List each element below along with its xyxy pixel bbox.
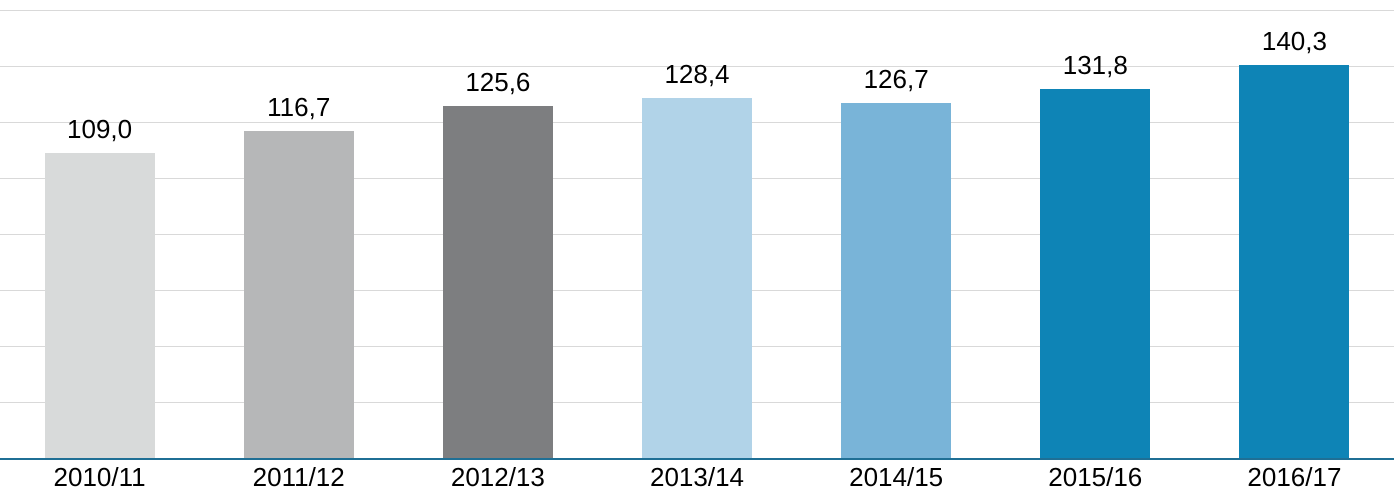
bar-value-label: 131,8 <box>1063 50 1128 81</box>
bar <box>1040 89 1150 458</box>
bar-slot: 126,7 <box>797 64 996 458</box>
bar-value-label: 109,0 <box>67 114 132 145</box>
bar <box>443 106 553 458</box>
x-axis-label: 2012/13 <box>398 462 597 493</box>
bar-slot: 109,0 <box>0 114 199 458</box>
bar-slot: 140,3 <box>1195 26 1394 458</box>
bar <box>45 153 155 458</box>
bar-value-label: 116,7 <box>267 92 330 123</box>
bar <box>841 103 951 458</box>
x-axis-label: 2016/17 <box>1195 462 1394 493</box>
bar <box>1239 65 1349 458</box>
bar <box>642 98 752 458</box>
bar-value-label: 126,7 <box>864 64 929 95</box>
x-axis-baseline <box>0 458 1394 460</box>
bar-value-label: 125,6 <box>465 67 530 98</box>
bar-slot: 116,7 <box>199 92 398 458</box>
x-axis-label: 2010/11 <box>0 462 199 493</box>
bar <box>244 131 354 458</box>
bar-value-label: 140,3 <box>1262 26 1327 57</box>
bar-slot: 128,4 <box>597 59 796 458</box>
x-axis-label: 2011/12 <box>199 462 398 493</box>
plot-area: 109,0 116,7 125,6 128,4 126,7 131,8 140,3 <box>0 10 1394 458</box>
x-axis-label: 2014/15 <box>797 462 996 493</box>
bar-slot: 131,8 <box>996 50 1195 458</box>
x-axis-label: 2015/16 <box>996 462 1195 493</box>
bars-container: 109,0 116,7 125,6 128,4 126,7 131,8 140,3 <box>0 10 1394 458</box>
bar-chart: 109,0 116,7 125,6 128,4 126,7 131,8 140,3 2010… <box>0 0 1394 500</box>
bar-value-label: 128,4 <box>664 59 729 90</box>
bar-slot: 125,6 <box>398 67 597 458</box>
x-axis-labels: 2010/112011/122012/132013/142014/152015/… <box>0 462 1394 493</box>
x-axis-label: 2013/14 <box>597 462 796 493</box>
